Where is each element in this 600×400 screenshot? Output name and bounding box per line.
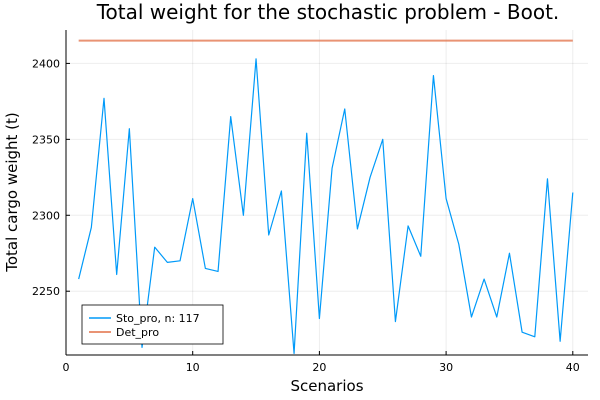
legend-label-det-pro: Det_pro: [116, 326, 159, 339]
series-line-0: [78, 58, 574, 355]
x-tick-label: 10: [186, 361, 200, 374]
legend-box: [81, 304, 224, 345]
y-tick-label: 2250: [32, 285, 60, 298]
axes: [65, 30, 588, 356]
x-tick-label: 20: [312, 361, 326, 374]
y-tick-label: 2350: [32, 133, 60, 146]
y-axis-label: Total cargo weight (t): [3, 112, 21, 273]
x-tick-label: 0: [63, 361, 70, 374]
y-tick-label: 2300: [32, 209, 60, 222]
x-tick-label: 30: [439, 361, 453, 374]
legend: Sto_pro, n: 117 Det_pro: [81, 304, 224, 345]
y-tick-label: 2400: [32, 57, 60, 70]
x-axis-label: Scenarios: [290, 377, 363, 395]
x-tick-label: 40: [566, 361, 580, 374]
chart-title: Total weight for the stochastic problem …: [96, 0, 560, 24]
legend-label-sto-pro: Sto_pro, n: 117: [116, 312, 200, 325]
series-layer: [78, 39, 574, 355]
ticks: 0 10 20 30 40 2250 2300 2350 2400: [32, 57, 580, 374]
